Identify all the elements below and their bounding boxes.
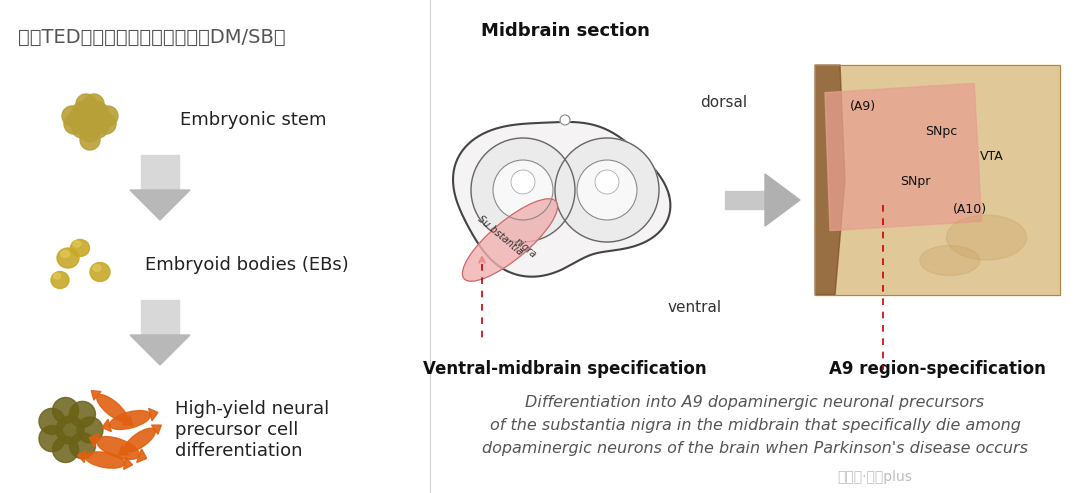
Polygon shape <box>92 390 102 400</box>
Ellipse shape <box>73 241 81 247</box>
Ellipse shape <box>70 240 90 256</box>
Polygon shape <box>119 446 129 455</box>
Ellipse shape <box>90 262 110 282</box>
Polygon shape <box>149 408 158 421</box>
Circle shape <box>68 110 87 130</box>
Polygon shape <box>130 190 190 220</box>
Ellipse shape <box>946 215 1026 260</box>
Polygon shape <box>90 433 99 447</box>
Polygon shape <box>130 335 190 365</box>
Bar <box>815 65 1059 295</box>
Polygon shape <box>123 458 133 469</box>
Text: Ventral-midbrain specification: Ventral-midbrain specification <box>423 360 706 378</box>
Circle shape <box>80 130 100 150</box>
Circle shape <box>53 397 79 423</box>
Ellipse shape <box>57 248 79 268</box>
Circle shape <box>595 170 619 194</box>
Text: Differentiation into A9 dopaminergic neuronal precursors: Differentiation into A9 dopaminergic neu… <box>526 395 985 410</box>
Circle shape <box>577 160 637 220</box>
Polygon shape <box>825 83 982 231</box>
Circle shape <box>87 102 108 122</box>
Bar <box>725 191 765 209</box>
Circle shape <box>561 115 570 125</box>
Polygon shape <box>78 451 86 462</box>
Text: nigra: nigra <box>512 236 538 260</box>
Circle shape <box>62 106 82 126</box>
Ellipse shape <box>920 246 980 276</box>
Circle shape <box>56 416 84 444</box>
Ellipse shape <box>51 272 69 288</box>
Circle shape <box>39 425 65 452</box>
Circle shape <box>96 114 116 134</box>
Polygon shape <box>137 449 147 462</box>
Polygon shape <box>765 174 800 226</box>
Text: Embryoid bodies (EBs): Embryoid bodies (EBs) <box>145 256 349 274</box>
Bar <box>141 155 179 190</box>
Text: High-yield neural
precursor cell
differentiation: High-yield neural precursor cell differe… <box>175 400 329 460</box>
Circle shape <box>77 417 103 443</box>
Circle shape <box>555 138 659 242</box>
Polygon shape <box>453 122 671 277</box>
Ellipse shape <box>462 199 557 281</box>
Circle shape <box>53 436 79 462</box>
Text: SNpc: SNpc <box>924 125 957 138</box>
Text: (A9): (A9) <box>850 100 876 113</box>
Text: dopaminergic neurons of the brain when Parkinson's disease occurs: dopaminergic neurons of the brain when P… <box>482 441 1028 456</box>
Bar <box>815 65 1059 295</box>
Ellipse shape <box>109 411 150 429</box>
Text: ventral: ventral <box>669 300 723 315</box>
Polygon shape <box>151 425 161 434</box>
Ellipse shape <box>124 428 156 452</box>
Polygon shape <box>815 65 845 295</box>
Circle shape <box>69 433 95 458</box>
Circle shape <box>76 94 96 114</box>
Text: dorsal: dorsal <box>700 95 747 110</box>
Polygon shape <box>123 416 133 425</box>
Text: 公众号·细胞plus: 公众号·细胞plus <box>838 470 913 484</box>
Ellipse shape <box>97 395 127 422</box>
Polygon shape <box>102 419 111 431</box>
Circle shape <box>64 114 84 134</box>
Circle shape <box>471 138 575 242</box>
Circle shape <box>80 98 100 118</box>
Circle shape <box>98 106 118 126</box>
Circle shape <box>84 94 104 114</box>
Circle shape <box>72 118 92 138</box>
Text: Midbrain section: Midbrain section <box>481 22 649 40</box>
Circle shape <box>69 401 95 427</box>
Text: SNpr: SNpr <box>900 175 930 188</box>
Circle shape <box>92 110 112 130</box>
Ellipse shape <box>53 273 60 279</box>
Text: Embryonic stem: Embryonic stem <box>180 111 326 129</box>
Text: (A10): (A10) <box>953 203 987 216</box>
Circle shape <box>72 102 92 122</box>
Circle shape <box>80 110 100 130</box>
Circle shape <box>80 122 100 142</box>
Text: 使用TED技术的胚胎干细胞（使用DM/SB）: 使用TED技术的胚胎干细胞（使用DM/SB） <box>18 28 285 47</box>
Text: A9 region-specification: A9 region-specification <box>829 360 1045 378</box>
Ellipse shape <box>93 265 102 271</box>
Ellipse shape <box>60 250 69 257</box>
Circle shape <box>511 170 535 194</box>
Text: VTA: VTA <box>980 150 1003 163</box>
Ellipse shape <box>96 437 139 459</box>
Circle shape <box>39 408 65 434</box>
Text: Su bstantia: Su bstantia <box>475 214 525 258</box>
Circle shape <box>492 160 553 220</box>
Circle shape <box>87 118 108 138</box>
Ellipse shape <box>85 452 124 468</box>
Text: of the substantia nigra in the midbrain that specifically die among: of the substantia nigra in the midbrain … <box>489 418 1021 433</box>
Bar <box>141 300 179 335</box>
